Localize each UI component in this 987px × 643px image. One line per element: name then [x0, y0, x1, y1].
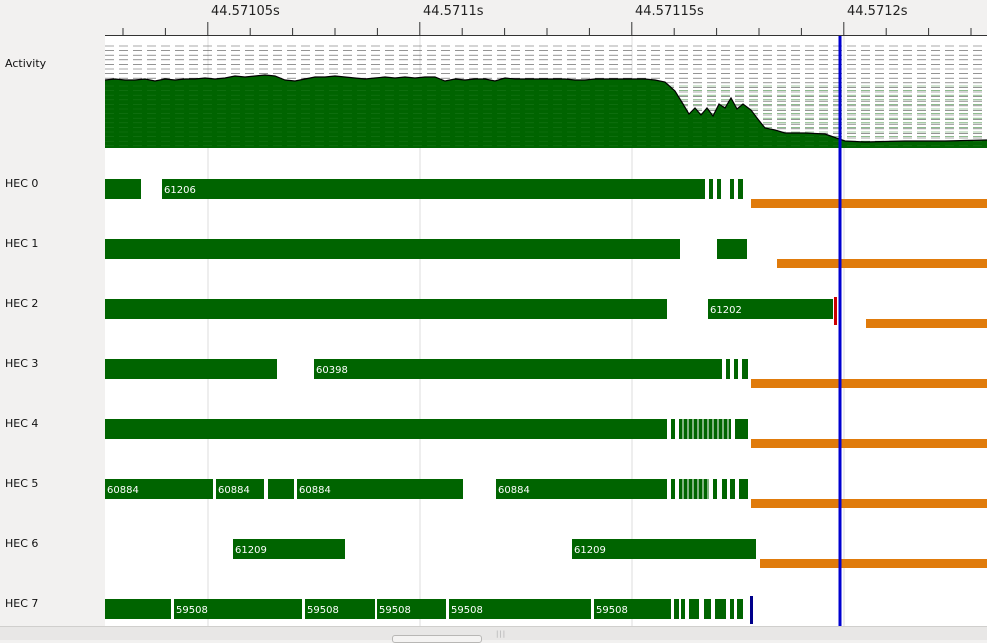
- run-bar-label: 61209: [574, 545, 606, 556]
- timeline-canvas[interactable]: 61206 61202 60398 60884 60884 60884 60884 61209…: [105, 36, 987, 626]
- activity-area: [105, 75, 987, 148]
- activity-outline: [105, 74, 987, 143]
- run-bar: [572, 539, 756, 559]
- gc-bar: [751, 439, 987, 448]
- run-bar: [105, 299, 667, 319]
- run-bar: [105, 359, 277, 379]
- lane-label-column: Activity HEC 0 HEC 1 HEC 2 HEC 3 HEC 4 H…: [0, 0, 105, 639]
- run-bar: [594, 599, 671, 619]
- run-bar: [268, 479, 294, 499]
- run-bar: [671, 419, 675, 439]
- run-bar: [674, 599, 679, 619]
- run-bar-label: 61206: [164, 185, 196, 196]
- run-bar: [717, 179, 721, 199]
- run-bar: [689, 599, 699, 619]
- gc-bar: [760, 559, 987, 568]
- run-bar: [738, 179, 743, 199]
- run-bar-label: 59508: [176, 605, 208, 616]
- tick-label: 44.5712s: [847, 4, 908, 19]
- event-marker: [750, 596, 753, 624]
- run-bar-label: 59508: [451, 605, 483, 616]
- run-bar: [449, 599, 591, 619]
- timeline-svg[interactable]: 61206 61202 60398 60884 60884 60884 60884 61209…: [105, 36, 987, 626]
- run-bar-label: 59508: [379, 605, 411, 616]
- run-bar: [671, 479, 675, 499]
- run-bar: [730, 599, 734, 619]
- gc-bar: [866, 319, 987, 328]
- run-bar: [708, 299, 833, 319]
- lane-label-hec-6: HEC 6: [5, 537, 39, 550]
- run-bar: [496, 479, 667, 499]
- run-bar: [742, 359, 748, 379]
- run-bar: [726, 359, 730, 379]
- lane-label-hec-5: HEC 5: [5, 477, 39, 490]
- run-bar: [735, 419, 748, 439]
- run-bar: [105, 599, 171, 619]
- run-bar: [297, 479, 463, 499]
- run-bar: [105, 239, 680, 259]
- run-bar: [216, 479, 264, 499]
- gc-bar: [751, 499, 987, 508]
- time-ruler[interactable]: 44.57105s 44.5711s 44.57115s 44.5712s: [105, 0, 987, 36]
- run-bar: [105, 179, 141, 199]
- run-bar: [717, 239, 747, 259]
- run-bar-label: 60884: [218, 485, 250, 496]
- gc-bar: [777, 259, 987, 268]
- run-bar: [715, 599, 726, 619]
- activity-label: Activity: [5, 57, 47, 70]
- run-bar: [730, 479, 735, 499]
- run-bar-label: 60884: [498, 485, 530, 496]
- event-marker: [834, 297, 837, 325]
- run-bar: [704, 599, 711, 619]
- scrollbar-grip-icon: |||: [496, 630, 507, 638]
- scrollbar-thumb[interactable]: [392, 635, 482, 643]
- run-bar: [377, 599, 446, 619]
- run-bar: [681, 599, 685, 619]
- run-bar: [314, 359, 722, 379]
- run-bar-label: 61202: [710, 305, 742, 316]
- run-bar: [105, 479, 213, 499]
- run-bar: [174, 599, 302, 619]
- run-bar: [734, 359, 738, 379]
- tick-label: 44.57105s: [211, 4, 280, 19]
- gc-bar: [751, 199, 987, 208]
- run-bar: [737, 599, 743, 619]
- ruler-ticks: [105, 22, 987, 36]
- run-bar: [105, 419, 667, 439]
- horizontal-scrollbar[interactable]: |||: [0, 626, 987, 643]
- lane-label-hec-3: HEC 3: [5, 357, 39, 370]
- lane-label-hec-0: HEC 0: [5, 177, 39, 190]
- run-bar: [739, 479, 748, 499]
- run-bar: [233, 539, 345, 559]
- lane-label-hec-4: HEC 4: [5, 417, 39, 430]
- run-bar: [709, 179, 713, 199]
- gc-bar: [751, 379, 987, 388]
- lane-label-hec-1: HEC 1: [5, 237, 39, 250]
- run-bar: [305, 599, 375, 619]
- run-bar: [162, 179, 705, 199]
- run-bar-label: 60884: [299, 485, 331, 496]
- run-bar-label: 60884: [107, 485, 139, 496]
- run-bar-label: 59508: [307, 605, 339, 616]
- run-bar-label: 61209: [235, 545, 267, 556]
- tick-label: 44.57115s: [635, 4, 704, 19]
- run-bar: [730, 179, 734, 199]
- lane-label-hec-7: HEC 7: [5, 597, 39, 610]
- run-bar: [722, 479, 727, 499]
- lane-label-hec-2: HEC 2: [5, 297, 39, 310]
- tick-label: 44.5711s: [423, 4, 484, 19]
- run-bar: [713, 479, 717, 499]
- run-bar-label: 59508: [596, 605, 628, 616]
- run-bar: [679, 479, 709, 499]
- run-bar-label: 60398: [316, 365, 348, 376]
